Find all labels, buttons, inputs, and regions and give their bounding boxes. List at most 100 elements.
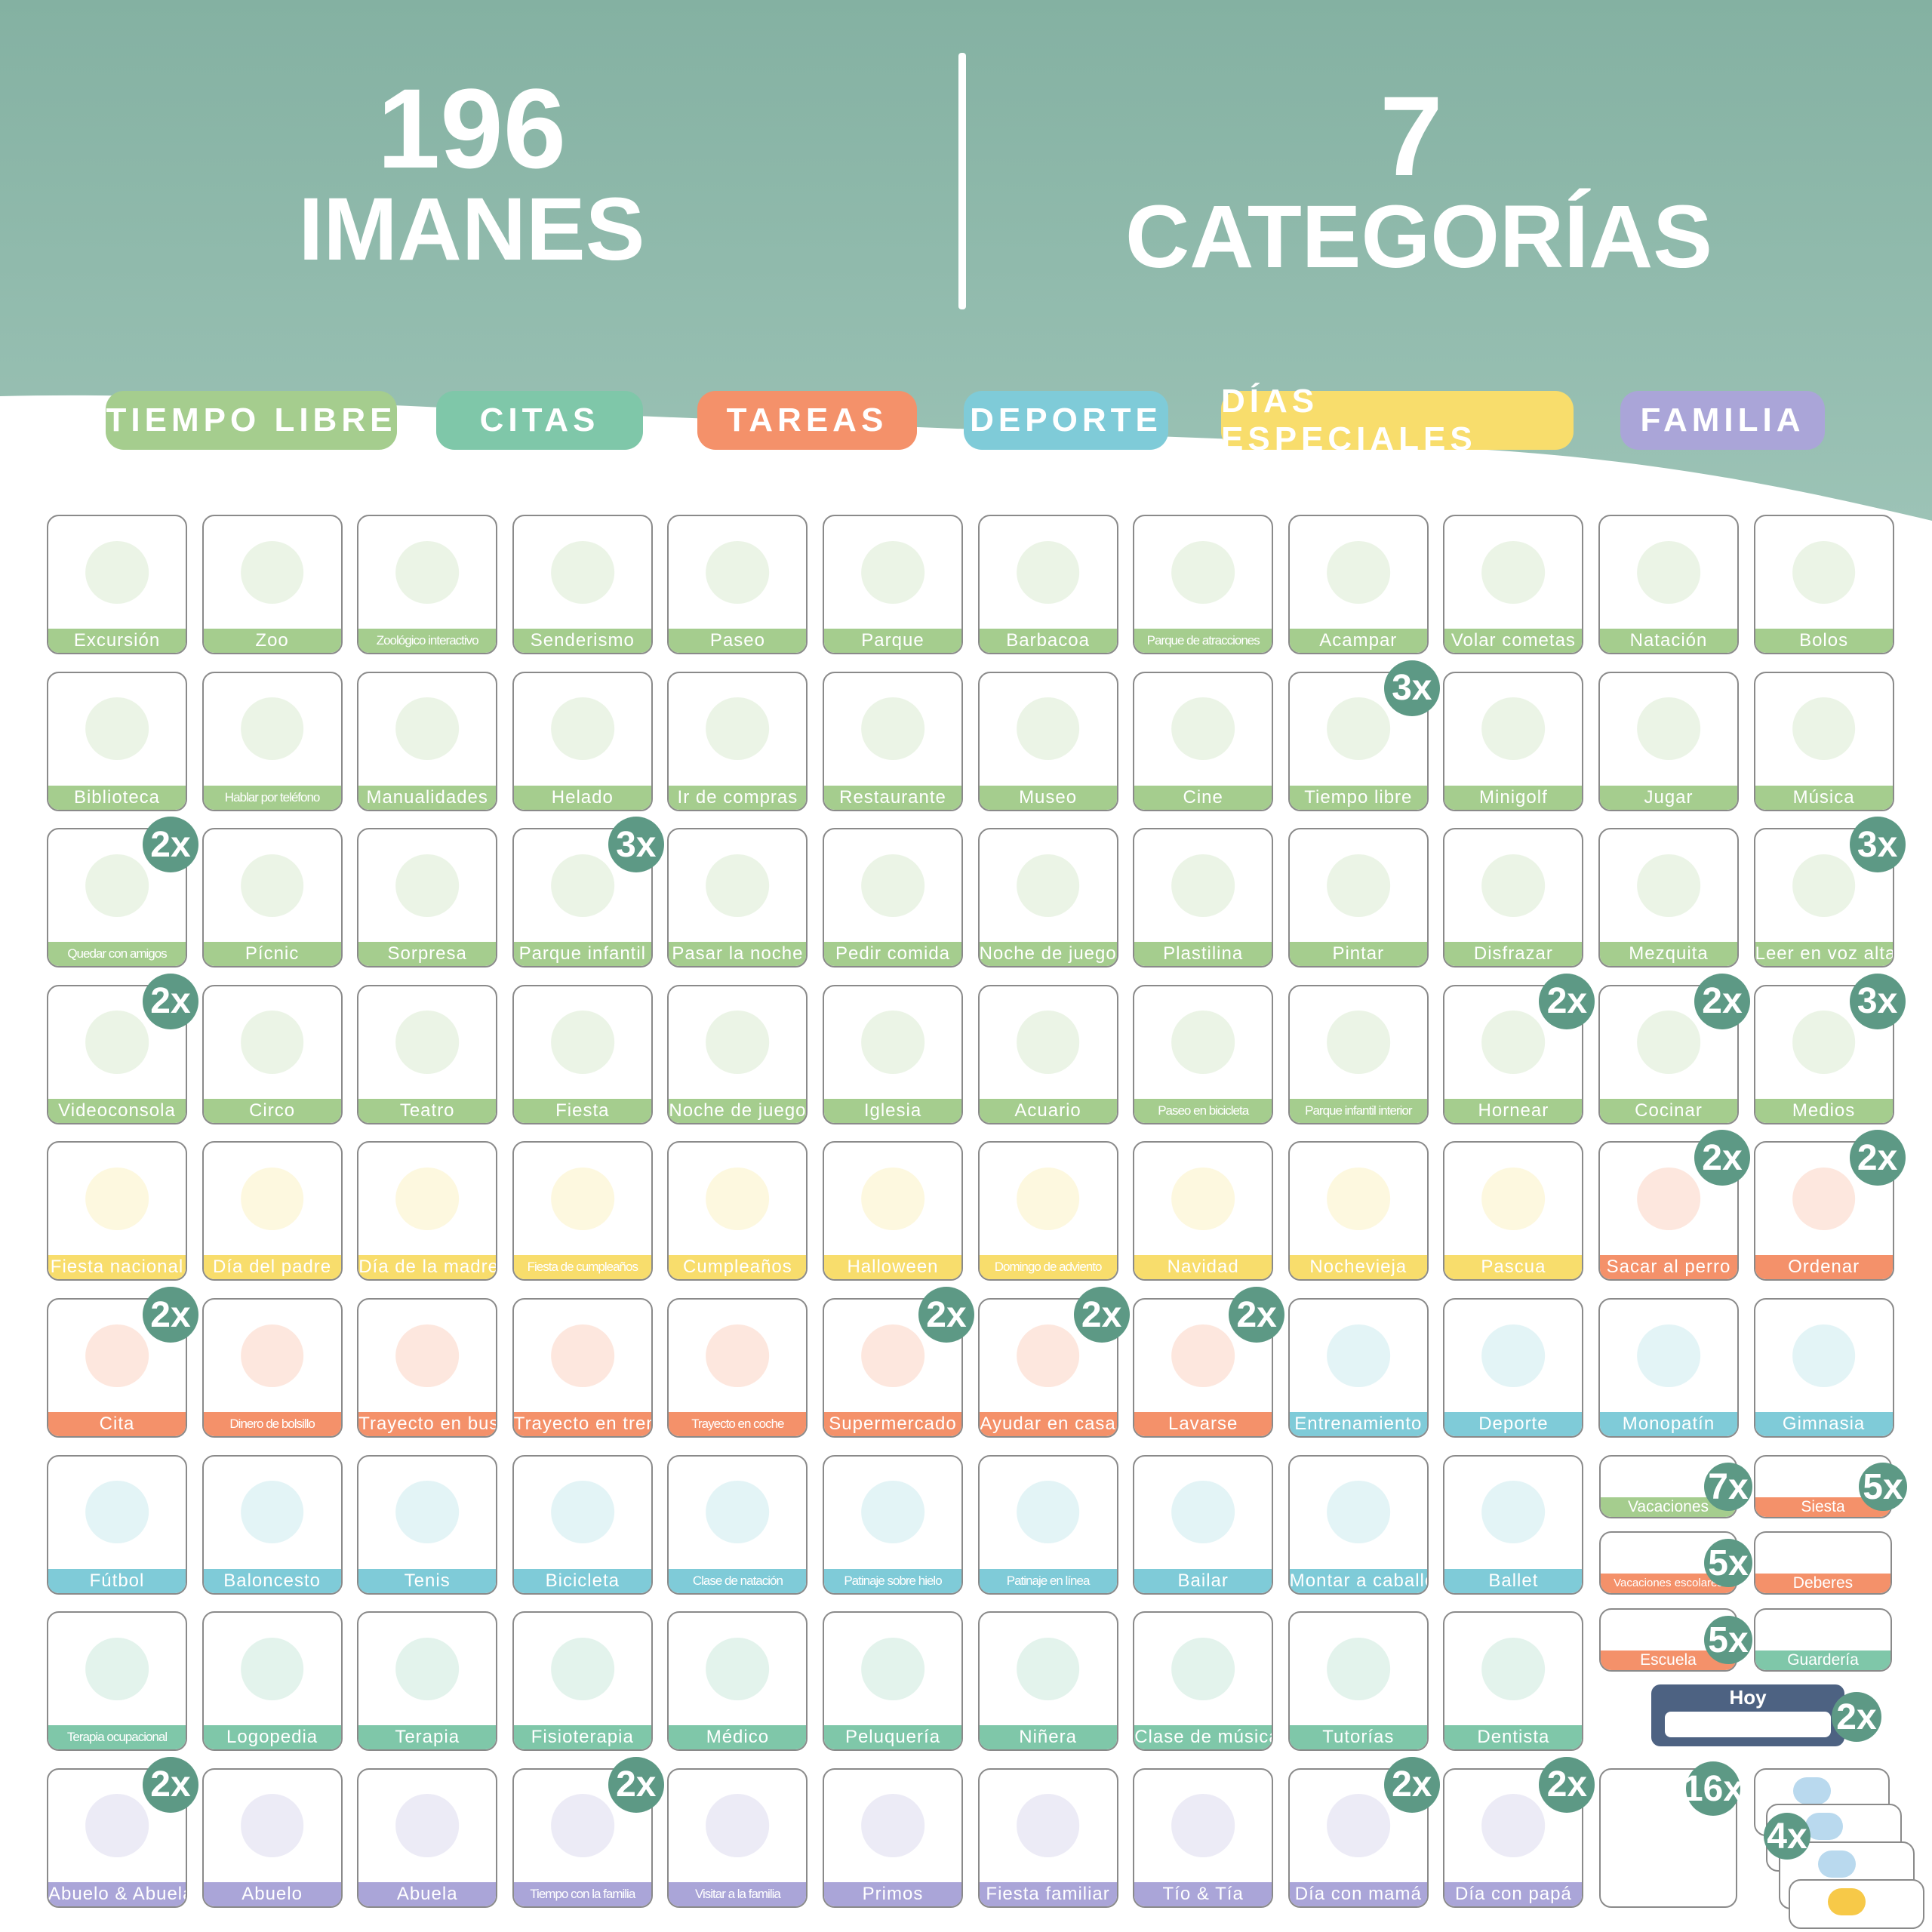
card-label: Fiesta nacional — [48, 1255, 186, 1280]
card-label: Baloncesto — [203, 1568, 341, 1593]
magnet-card: Helado — [512, 671, 653, 811]
magnet-card: Clase de natación — [667, 1454, 808, 1595]
magnet-card: Acuario — [977, 984, 1118, 1124]
card-picture — [861, 1167, 924, 1231]
card-label: Plastilina — [1134, 942, 1272, 967]
card-label: Médico — [669, 1725, 807, 1750]
magnet-card: Día del padre — [202, 1141, 343, 1281]
card-picture — [861, 1637, 924, 1701]
magnet-card: Parque infantil interior — [1287, 984, 1429, 1124]
count-badge: 3x — [1383, 660, 1440, 716]
card-picture — [1326, 1637, 1390, 1701]
magnet-card: Iglesia — [823, 984, 963, 1124]
count-badge: 7x — [1704, 1463, 1752, 1511]
card-picture — [550, 540, 614, 604]
magnet-card: Patinaje sobre hielo — [823, 1454, 963, 1595]
magnet-card: Niñera — [977, 1611, 1118, 1752]
card-picture — [1171, 697, 1235, 761]
magnet-card: Natación — [1598, 515, 1739, 654]
magnet-card: Restaurante — [823, 671, 963, 811]
card-label: Acampar — [1289, 629, 1427, 653]
card-picture — [85, 1481, 149, 1544]
magnet-card: Bailar — [1133, 1454, 1274, 1595]
card-label: Trayecto en coche — [669, 1412, 807, 1436]
card-picture — [550, 1167, 614, 1231]
card-label: Pascua — [1444, 1255, 1583, 1280]
count-badge: 3x — [608, 817, 664, 873]
magnet-card: Disfrazar — [1443, 828, 1584, 968]
card-picture — [240, 1011, 304, 1074]
card-picture — [395, 1324, 460, 1387]
card-label: Cita — [48, 1412, 186, 1436]
card-label: Cocinar — [1600, 1098, 1737, 1123]
card-label: Terapia — [358, 1725, 497, 1750]
magnet-card: Fiesta — [512, 984, 653, 1124]
card-label: Teatro — [358, 1098, 497, 1123]
card-label: Gimnasia — [1755, 1412, 1893, 1436]
card-picture — [395, 854, 460, 918]
card-picture — [395, 1167, 460, 1231]
card-label: Patinaje sobre hielo — [824, 1568, 961, 1593]
count-badge: 2x — [1383, 1756, 1440, 1813]
card-picture — [240, 1167, 304, 1231]
category-pill: FAMILIA — [1620, 391, 1825, 450]
card-picture — [240, 697, 304, 761]
card-picture — [1326, 1481, 1390, 1544]
card-label: Medios — [1755, 1098, 1893, 1123]
card-label: Parque — [824, 629, 961, 653]
card-label: Manualidades — [358, 785, 497, 810]
card-label: Parque de atracciones — [1134, 629, 1272, 653]
magnet-card: Manualidades — [357, 671, 498, 811]
card-picture — [706, 1794, 770, 1857]
card-label: Barbacoa — [979, 629, 1117, 653]
magnet-card: Mezquita — [1598, 828, 1739, 968]
card-label: Trayecto en tren — [513, 1412, 651, 1436]
card-picture — [550, 1481, 614, 1544]
card-picture — [861, 1794, 924, 1857]
card-picture — [1792, 1011, 1856, 1074]
card-picture — [85, 697, 149, 761]
card-picture — [395, 1637, 460, 1701]
card-label: Parque infantil — [513, 942, 651, 967]
card-label: Hablar por teléfono — [203, 785, 341, 810]
card-picture — [1016, 1637, 1080, 1701]
card-picture — [1171, 1324, 1235, 1387]
card-picture — [861, 854, 924, 918]
card-picture — [550, 1324, 614, 1387]
card-picture — [1481, 1794, 1546, 1857]
count-badge: 2x — [608, 1756, 664, 1813]
card-label: Trayecto en bus — [358, 1412, 497, 1436]
card-picture — [1016, 1011, 1080, 1074]
card-picture — [550, 1011, 614, 1074]
card-picture — [1016, 1167, 1080, 1231]
card-label: Vacaciones escolares — [1601, 1574, 1736, 1593]
card-label: Primos — [824, 1881, 961, 1906]
card-label: Quedar con amigos — [48, 942, 186, 967]
card-picture — [1637, 697, 1700, 761]
count-badge: 2x — [1229, 1287, 1285, 1343]
magnet-card: Tenis — [357, 1454, 498, 1595]
card-label: Restaurante — [824, 785, 961, 810]
card-picture — [1637, 1167, 1700, 1231]
magnet-card: Pedir comida — [823, 828, 963, 968]
count-badge: 5x — [1704, 1616, 1752, 1664]
count-badge: 16x — [1683, 1761, 1743, 1816]
card-label: Zoo — [203, 629, 341, 653]
magnet-card: Nochevieja — [1287, 1141, 1429, 1281]
card-label: Zoológico interactivo — [358, 629, 497, 653]
card-picture — [395, 540, 460, 604]
card-label: Abuela — [358, 1881, 497, 1906]
card-picture — [706, 854, 770, 918]
card-label: Mezquita — [1600, 942, 1737, 967]
card-label: Abuelo & Abuela — [48, 1881, 186, 1906]
magnet-card: Acampar — [1287, 515, 1429, 654]
magnet-card: Tiempo libre — [1287, 671, 1429, 811]
magnet-card: Clase de música — [1133, 1611, 1274, 1752]
card-picture — [1481, 1324, 1546, 1387]
magnet-card: Parque — [823, 515, 963, 654]
card-picture — [861, 1011, 924, 1074]
card-picture — [1171, 1794, 1235, 1857]
category-pill: DÍAS ESPECIALES — [1221, 383, 1574, 457]
magnet-card: Trayecto en bus — [357, 1298, 498, 1438]
